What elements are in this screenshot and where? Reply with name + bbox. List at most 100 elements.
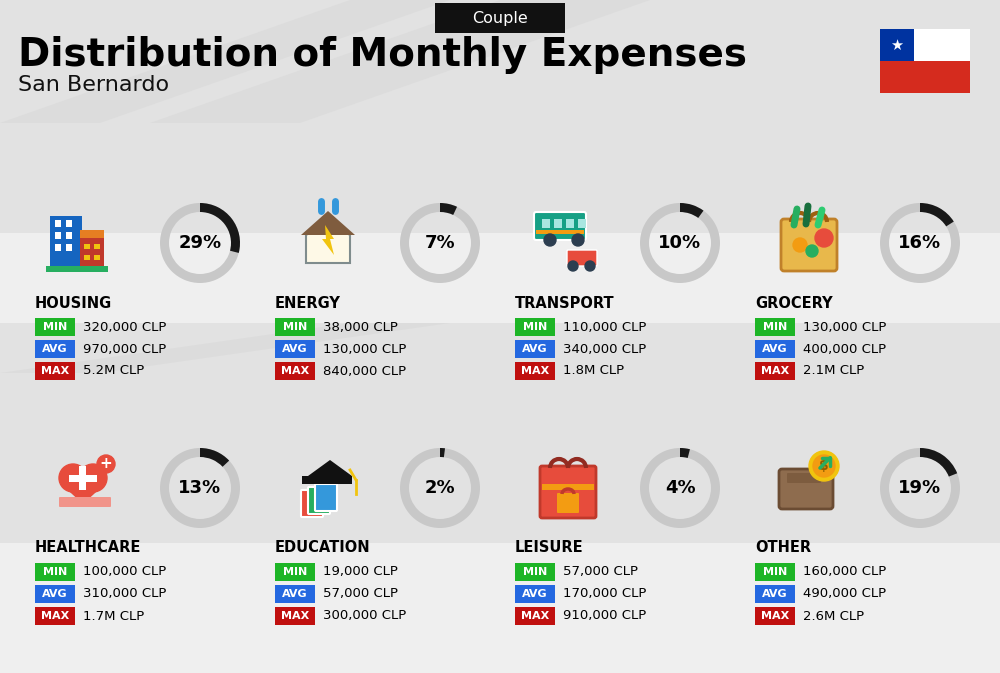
Polygon shape [61, 484, 105, 504]
FancyBboxPatch shape [35, 362, 75, 380]
FancyBboxPatch shape [755, 340, 795, 358]
Circle shape [97, 455, 115, 473]
FancyBboxPatch shape [515, 563, 555, 581]
FancyBboxPatch shape [35, 585, 75, 603]
Circle shape [572, 234, 584, 246]
FancyBboxPatch shape [515, 318, 555, 336]
Wedge shape [400, 203, 480, 283]
FancyBboxPatch shape [542, 484, 594, 490]
FancyBboxPatch shape [275, 585, 315, 603]
Text: 160,000 CLP: 160,000 CLP [803, 565, 886, 579]
Text: AVG: AVG [42, 344, 68, 354]
FancyBboxPatch shape [275, 607, 315, 625]
Text: 1.7M CLP: 1.7M CLP [83, 610, 144, 623]
FancyBboxPatch shape [515, 362, 555, 380]
FancyBboxPatch shape [515, 585, 555, 603]
Text: 840,000 CLP: 840,000 CLP [323, 365, 406, 378]
FancyBboxPatch shape [66, 232, 72, 239]
Polygon shape [301, 211, 355, 235]
Wedge shape [400, 448, 480, 528]
FancyBboxPatch shape [557, 493, 579, 513]
FancyBboxPatch shape [315, 484, 337, 511]
Text: Couple: Couple [472, 11, 528, 26]
FancyBboxPatch shape [66, 220, 72, 227]
Text: AVG: AVG [522, 344, 548, 354]
Text: EDUCATION: EDUCATION [275, 540, 371, 555]
FancyBboxPatch shape [542, 219, 550, 228]
FancyBboxPatch shape [55, 232, 61, 239]
Text: 320,000 CLP: 320,000 CLP [83, 320, 166, 334]
Wedge shape [200, 203, 240, 253]
Text: MAX: MAX [281, 611, 309, 621]
Text: LEISURE: LEISURE [515, 540, 584, 555]
FancyBboxPatch shape [566, 219, 574, 228]
Text: HOUSING: HOUSING [35, 295, 112, 310]
Circle shape [79, 464, 107, 492]
Text: 5.2M CLP: 5.2M CLP [83, 365, 144, 378]
Text: 170,000 CLP: 170,000 CLP [563, 588, 646, 600]
Text: +: + [100, 456, 112, 472]
Text: 2.1M CLP: 2.1M CLP [803, 365, 864, 378]
Wedge shape [680, 203, 704, 218]
Text: 29%: 29% [178, 234, 222, 252]
Circle shape [544, 234, 556, 246]
Text: 490,000 CLP: 490,000 CLP [803, 588, 886, 600]
FancyBboxPatch shape [301, 490, 323, 517]
Circle shape [806, 245, 818, 257]
Text: GROCERY: GROCERY [755, 295, 833, 310]
Text: MIN: MIN [283, 567, 307, 577]
Text: 1.8M CLP: 1.8M CLP [563, 365, 624, 378]
FancyBboxPatch shape [435, 3, 565, 33]
Text: 10%: 10% [658, 234, 702, 252]
Wedge shape [440, 448, 445, 457]
Text: MAX: MAX [761, 366, 789, 376]
FancyBboxPatch shape [515, 607, 555, 625]
FancyBboxPatch shape [578, 219, 586, 228]
Circle shape [585, 261, 595, 271]
FancyBboxPatch shape [755, 563, 795, 581]
Text: MIN: MIN [283, 322, 307, 332]
FancyBboxPatch shape [515, 340, 555, 358]
Text: 19%: 19% [898, 479, 942, 497]
FancyBboxPatch shape [79, 466, 86, 490]
FancyBboxPatch shape [755, 318, 795, 336]
FancyBboxPatch shape [94, 244, 100, 249]
Polygon shape [322, 225, 334, 255]
FancyBboxPatch shape [880, 29, 914, 61]
Wedge shape [920, 448, 957, 476]
Wedge shape [200, 448, 229, 467]
Text: San Bernardo: San Bernardo [18, 75, 169, 95]
Polygon shape [0, 323, 1000, 543]
Text: Distribution of Monthly Expenses: Distribution of Monthly Expenses [18, 36, 747, 74]
Text: 100,000 CLP: 100,000 CLP [83, 565, 166, 579]
Text: 2%: 2% [425, 479, 455, 497]
FancyBboxPatch shape [755, 585, 795, 603]
Circle shape [59, 464, 87, 492]
FancyBboxPatch shape [80, 230, 104, 268]
FancyBboxPatch shape [275, 362, 315, 380]
Wedge shape [880, 448, 960, 528]
Text: 310,000 CLP: 310,000 CLP [83, 588, 166, 600]
FancyBboxPatch shape [80, 230, 104, 238]
Text: ★: ★ [891, 38, 904, 52]
FancyBboxPatch shape [787, 473, 821, 483]
Text: 130,000 CLP: 130,000 CLP [803, 320, 886, 334]
FancyBboxPatch shape [84, 255, 90, 260]
Text: MAX: MAX [521, 366, 549, 376]
FancyBboxPatch shape [308, 487, 330, 514]
FancyBboxPatch shape [35, 563, 75, 581]
Text: MAX: MAX [281, 366, 309, 376]
Wedge shape [680, 448, 690, 458]
FancyBboxPatch shape [35, 318, 75, 336]
FancyBboxPatch shape [534, 212, 586, 240]
Text: AVG: AVG [282, 344, 308, 354]
FancyBboxPatch shape [275, 340, 315, 358]
Text: 4%: 4% [665, 479, 695, 497]
Wedge shape [640, 448, 720, 528]
FancyBboxPatch shape [66, 244, 72, 251]
Text: AVG: AVG [762, 589, 788, 599]
Polygon shape [308, 460, 352, 476]
Text: MIN: MIN [523, 322, 547, 332]
Wedge shape [440, 203, 457, 215]
FancyBboxPatch shape [567, 250, 597, 266]
